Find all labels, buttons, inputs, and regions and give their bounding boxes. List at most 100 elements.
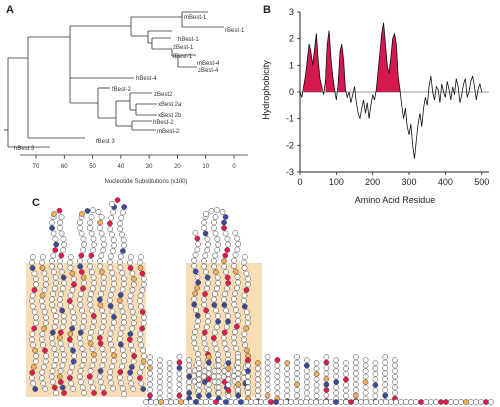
residue bbox=[215, 362, 222, 369]
residue bbox=[158, 399, 164, 405]
residue bbox=[264, 354, 271, 360]
residue bbox=[57, 329, 64, 336]
residue bbox=[69, 325, 76, 332]
residue bbox=[205, 387, 212, 393]
residue bbox=[79, 384, 86, 391]
residue bbox=[308, 399, 314, 405]
residue bbox=[191, 296, 197, 302]
residue bbox=[352, 359, 359, 366]
residue bbox=[119, 363, 125, 370]
residue bbox=[228, 399, 234, 405]
residue bbox=[41, 309, 48, 315]
residue bbox=[87, 263, 94, 270]
residue bbox=[53, 280, 60, 286]
residue bbox=[205, 359, 212, 366]
residue bbox=[225, 351, 231, 358]
residue bbox=[143, 399, 149, 405]
residue bbox=[128, 342, 134, 348]
residue bbox=[51, 307, 57, 314]
residue bbox=[147, 381, 153, 388]
tree-tick-label: 10 bbox=[202, 164, 209, 170]
residue bbox=[126, 259, 133, 266]
residue bbox=[107, 292, 114, 298]
residue bbox=[77, 302, 84, 308]
residue bbox=[413, 399, 419, 405]
residue bbox=[59, 362, 66, 369]
residue bbox=[212, 230, 219, 237]
residue bbox=[274, 362, 281, 369]
residue bbox=[363, 399, 369, 405]
residue bbox=[109, 308, 116, 315]
residue bbox=[238, 399, 244, 405]
residue bbox=[107, 374, 113, 381]
residue bbox=[41, 325, 48, 332]
residue bbox=[241, 254, 248, 260]
residue bbox=[56, 296, 63, 303]
residue bbox=[264, 392, 271, 399]
residue bbox=[235, 318, 241, 324]
residue bbox=[56, 207, 63, 214]
residue bbox=[200, 373, 207, 380]
residue bbox=[121, 314, 127, 320]
residue bbox=[254, 387, 261, 394]
residue bbox=[234, 274, 241, 280]
residue bbox=[212, 291, 218, 297]
residue bbox=[121, 242, 127, 249]
residue bbox=[241, 292, 248, 299]
residue bbox=[156, 379, 163, 385]
residue bbox=[42, 358, 49, 365]
residue bbox=[78, 230, 85, 237]
residue bbox=[213, 346, 220, 352]
residue bbox=[338, 399, 344, 405]
residue bbox=[137, 375, 143, 381]
residue-chain bbox=[28, 197, 494, 405]
residue bbox=[89, 384, 96, 391]
residue bbox=[119, 270, 126, 276]
residue bbox=[221, 225, 227, 231]
residue bbox=[215, 373, 222, 380]
tree-tick-label: 40 bbox=[118, 164, 125, 170]
residue bbox=[215, 368, 222, 374]
residue bbox=[196, 360, 202, 366]
residue bbox=[352, 392, 359, 399]
residue bbox=[283, 399, 289, 405]
residue bbox=[368, 399, 374, 405]
residue bbox=[96, 296, 103, 303]
residue bbox=[99, 269, 105, 275]
residue bbox=[234, 312, 241, 319]
residue bbox=[393, 399, 399, 405]
residue bbox=[201, 302, 208, 308]
residue bbox=[478, 399, 484, 405]
residue bbox=[131, 276, 137, 282]
residue bbox=[240, 336, 247, 343]
residue bbox=[243, 309, 250, 315]
residue bbox=[79, 307, 85, 314]
residue bbox=[352, 365, 359, 371]
leaf-label: zBest-4 bbox=[198, 68, 219, 74]
residue bbox=[215, 241, 222, 248]
residue bbox=[235, 359, 242, 366]
residue bbox=[111, 319, 117, 326]
residue bbox=[352, 354, 359, 360]
residue bbox=[224, 274, 231, 281]
residue bbox=[284, 393, 291, 399]
residue bbox=[362, 357, 369, 363]
residue bbox=[294, 359, 300, 366]
residue bbox=[89, 346, 96, 352]
residue bbox=[294, 392, 300, 399]
residue bbox=[41, 287, 48, 293]
residue bbox=[130, 358, 137, 365]
residue bbox=[220, 335, 227, 341]
residue bbox=[43, 353, 50, 359]
residue bbox=[99, 346, 106, 352]
residue bbox=[79, 362, 86, 369]
y-tick-label: 1 bbox=[289, 60, 294, 70]
residue bbox=[77, 219, 83, 226]
residue bbox=[194, 285, 200, 291]
residue bbox=[111, 281, 117, 287]
residue bbox=[254, 360, 261, 366]
residue bbox=[57, 340, 64, 347]
residue bbox=[313, 365, 320, 372]
residue bbox=[84, 208, 91, 214]
residue bbox=[87, 225, 93, 231]
